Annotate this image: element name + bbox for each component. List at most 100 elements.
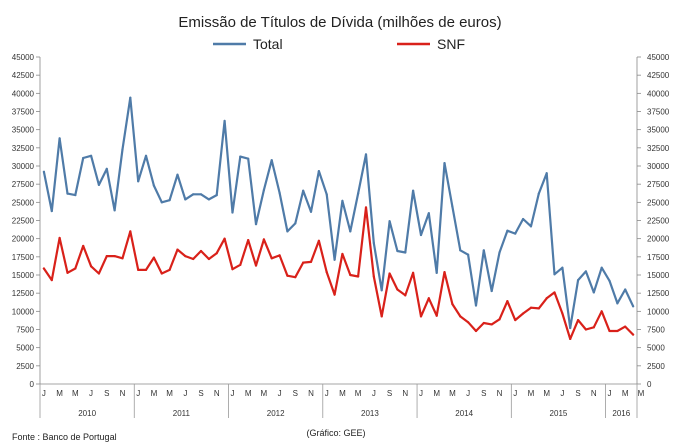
data-point-total bbox=[388, 220, 391, 223]
data-point-snf bbox=[451, 302, 454, 306]
data-point-snf bbox=[529, 306, 533, 309]
y-tick-label-right: 45000 bbox=[647, 53, 670, 62]
y-tick-label-right: 20000 bbox=[647, 235, 670, 244]
x-month-label: S bbox=[293, 389, 298, 398]
data-point-total bbox=[529, 225, 533, 228]
data-point-total bbox=[317, 169, 320, 173]
data-point-snf bbox=[74, 267, 77, 270]
x-month-label: J bbox=[608, 389, 612, 398]
data-point-snf bbox=[576, 318, 580, 322]
data-point-total bbox=[207, 198, 210, 201]
y-tick-label-left: 2500 bbox=[16, 362, 34, 371]
data-point-total bbox=[584, 270, 588, 273]
x-month-label: N bbox=[120, 389, 126, 398]
y-tick-label-right: 42500 bbox=[647, 71, 670, 80]
x-year-label: 2012 bbox=[267, 409, 285, 418]
data-point-snf bbox=[490, 323, 493, 326]
data-point-total bbox=[278, 191, 281, 194]
data-point-snf bbox=[600, 310, 603, 313]
series-snf bbox=[42, 206, 635, 341]
data-point-total bbox=[239, 155, 242, 158]
data-point-snf bbox=[270, 257, 273, 260]
data-point-total bbox=[199, 193, 203, 196]
data-point-total bbox=[490, 289, 493, 293]
data-point-snf bbox=[412, 271, 415, 274]
data-point-snf bbox=[160, 272, 163, 275]
x-month-label: J bbox=[466, 389, 470, 398]
data-point-total bbox=[521, 217, 525, 221]
data-point-total bbox=[262, 188, 265, 192]
x-month-label: M bbox=[543, 389, 550, 398]
data-point-snf bbox=[294, 276, 297, 279]
data-point-snf bbox=[443, 270, 446, 274]
data-point-total bbox=[372, 241, 375, 245]
x-month-label: M bbox=[245, 389, 252, 398]
data-point-total bbox=[333, 258, 336, 261]
data-point-snf bbox=[482, 321, 485, 325]
data-point-total bbox=[349, 230, 352, 233]
chart-title: Emissão de Títulos de Dívida (milhões de… bbox=[178, 14, 501, 31]
data-point-total bbox=[325, 193, 328, 196]
x-month-label: J bbox=[183, 389, 187, 398]
data-point-snf bbox=[372, 275, 375, 278]
x-month-label: M bbox=[261, 389, 268, 398]
y-tick-label-left: 30000 bbox=[12, 162, 35, 171]
data-point-snf bbox=[184, 255, 187, 258]
legend-label: SNF bbox=[437, 36, 465, 52]
y-tick-label-left: 22500 bbox=[12, 217, 35, 226]
data-point-snf bbox=[474, 329, 478, 333]
legend-label: Total bbox=[253, 36, 283, 52]
y-tick-label-left: 7500 bbox=[16, 326, 34, 335]
x-month-label: S bbox=[387, 389, 392, 398]
data-point-snf bbox=[498, 318, 501, 321]
legend-item-snf: SNF bbox=[397, 36, 465, 52]
data-point-snf bbox=[144, 268, 148, 272]
data-point-snf bbox=[152, 256, 156, 259]
data-point-total bbox=[82, 156, 85, 160]
data-point-snf bbox=[137, 268, 140, 272]
data-point-total bbox=[482, 249, 485, 252]
y-tick-label-right: 12500 bbox=[647, 289, 670, 298]
y-tick-label-right: 17500 bbox=[647, 253, 670, 262]
data-point-total bbox=[74, 193, 77, 197]
data-point-snf bbox=[192, 257, 195, 261]
x-year-label: 2013 bbox=[361, 409, 379, 418]
data-point-total bbox=[576, 278, 580, 282]
y-tick-label-right: 32500 bbox=[647, 144, 670, 153]
data-point-total bbox=[184, 198, 187, 201]
series-total bbox=[42, 96, 635, 330]
data-point-total bbox=[58, 137, 61, 140]
y-tick-label-right: 25000 bbox=[647, 198, 670, 207]
x-month-label: M bbox=[449, 389, 456, 398]
y-tick-label-left: 12500 bbox=[12, 289, 35, 298]
x-month-label: M bbox=[355, 389, 362, 398]
y-tick-label-right: 35000 bbox=[647, 126, 670, 135]
data-point-total bbox=[364, 153, 368, 156]
data-point-total bbox=[435, 271, 438, 274]
x-month-label: J bbox=[419, 389, 423, 398]
x-month-label: S bbox=[575, 389, 580, 398]
data-point-total bbox=[474, 304, 478, 307]
data-point-total bbox=[396, 249, 399, 253]
data-point-snf bbox=[404, 294, 407, 297]
data-point-snf bbox=[325, 270, 328, 274]
data-point-total bbox=[569, 326, 572, 330]
data-point-total bbox=[129, 96, 132, 99]
y-tick-label-left: 17500 bbox=[12, 253, 35, 262]
data-point-total bbox=[537, 192, 540, 195]
data-point-snf bbox=[97, 272, 101, 275]
x-month-label: S bbox=[198, 389, 203, 398]
x-month-label: M bbox=[622, 389, 629, 398]
data-point-snf bbox=[231, 268, 234, 271]
y-tick-label-left: 20000 bbox=[12, 235, 35, 244]
data-point-total bbox=[254, 223, 258, 226]
data-point-snf bbox=[553, 291, 556, 294]
data-point-snf bbox=[247, 239, 250, 242]
x-year-label: 2016 bbox=[612, 409, 630, 418]
data-point-snf bbox=[42, 267, 46, 270]
data-point-total bbox=[419, 233, 423, 237]
x-month-label: J bbox=[278, 389, 282, 398]
data-point-total bbox=[223, 119, 226, 123]
data-point-snf bbox=[82, 244, 85, 248]
data-point-total bbox=[247, 157, 250, 160]
